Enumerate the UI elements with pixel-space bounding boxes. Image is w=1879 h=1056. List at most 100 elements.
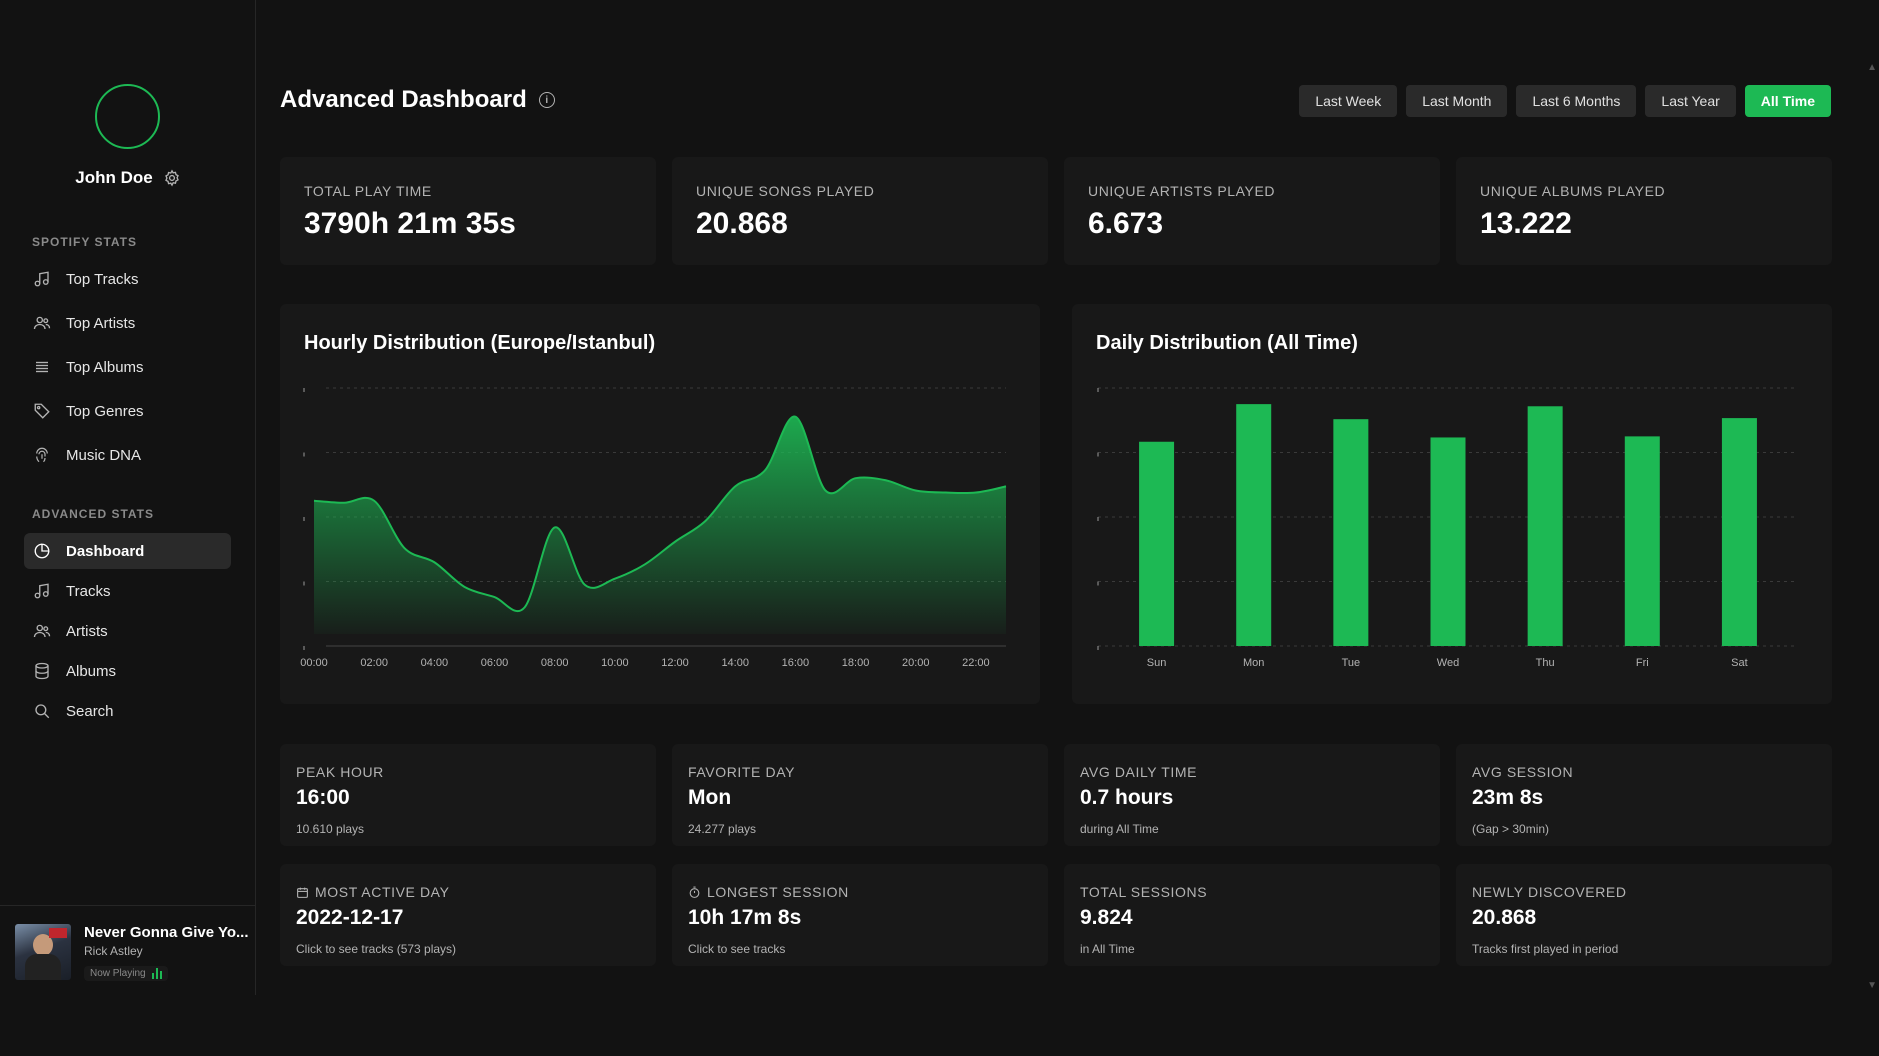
range-all-time-button[interactable]: All Time — [1744, 85, 1831, 117]
insight-label: AVG DAILY TIME — [1080, 764, 1197, 780]
x-tick-label: 14:00 — [721, 657, 749, 669]
hourly-area — [314, 416, 1006, 634]
calendar-icon — [297, 887, 308, 898]
equalizer-icon — [151, 968, 162, 979]
users-icon — [32, 621, 52, 641]
sidebar-item-label: Search — [66, 702, 114, 720]
insight-sub: Click to see tracks — [688, 942, 786, 956]
sidebar-item-search[interactable]: Search — [24, 693, 231, 729]
stat-label: TOTAL PLAY TIME — [304, 183, 432, 199]
hourly-distribution-card: Hourly Distribution (Europe/Istanbul) 00… — [280, 304, 1040, 704]
search-icon — [32, 701, 52, 721]
user-name: John Doe — [75, 168, 153, 187]
insight-most-active-day[interactable]: MOST ACTIVE DAY 2022-12-17 Click to see … — [280, 864, 656, 966]
sidebar-item-label: Top Albums — [66, 358, 144, 376]
daily-chart-title: Daily Distribution (All Time) — [1096, 332, 1358, 354]
stat-label: UNIQUE SONGS PLAYED — [696, 183, 875, 199]
insight-sub: Click to see tracks (573 plays) — [296, 942, 457, 956]
gear-icon[interactable] — [163, 169, 181, 187]
bar-sat — [1721, 418, 1757, 646]
range-last-6-months-button[interactable]: Last 6 Months — [1516, 85, 1637, 117]
insight-label-text: AVG DAILY TIME — [1080, 764, 1198, 780]
sidebar-item-label: Top Tracks — [66, 270, 139, 288]
sidebar-item-top-albums[interactable]: Top Albums — [24, 349, 231, 385]
stat-value: 6.673 — [1088, 207, 1164, 240]
sidebar-item-label: Albums — [66, 662, 117, 680]
insight-sub: in All Time — [1080, 942, 1135, 956]
section-label-advanced-stats: ADVANCED STATS — [32, 507, 154, 521]
insight-value: 0.7 hours — [1080, 786, 1174, 809]
album-art[interactable] — [15, 924, 71, 980]
sidebar-item-dashboard[interactable]: Dashboard — [24, 533, 231, 569]
now-playing-bar[interactable]: Never Gonna Give Yo... Rick Astley Now P… — [0, 905, 256, 995]
stat-card-unique-artists: UNIQUE ARTISTS PLAYED 6.673 — [1064, 157, 1440, 265]
x-tick-label: 12:00 — [661, 657, 689, 669]
x-tick-label: 16:00 — [782, 657, 810, 669]
sidebar-item-music-dna[interactable]: Music DNA — [24, 437, 231, 473]
sidebar-item-label: Music DNA — [66, 446, 142, 464]
x-tick-label: 08:00 — [541, 657, 569, 669]
stat-value: 3790h 21m 35s — [304, 207, 516, 240]
user-row: John Doe — [0, 168, 256, 188]
insight-avg-daily-time: AVG DAILY TIME 0.7 hours during All Time — [1064, 744, 1440, 846]
now-playing-title[interactable]: Never Gonna Give Yo... — [84, 924, 249, 941]
x-tick-label: 02:00 — [360, 657, 388, 669]
sidebar-item-label: Tracks — [66, 582, 111, 600]
sidebar-item-label: Dashboard — [66, 542, 145, 560]
sidebar-item-tracks[interactable]: Tracks — [24, 573, 231, 609]
range-last-week-button[interactable]: Last Week — [1299, 85, 1398, 117]
insight-label-text: AVG SESSION — [1472, 764, 1574, 780]
stat-card-unique-albums: UNIQUE ALBUMS PLAYED 13.222 — [1456, 157, 1832, 265]
insight-favorite-day: FAVORITE DAY Mon 24.277 plays — [672, 744, 1048, 846]
sidebar-item-top-artists[interactable]: Top Artists — [24, 305, 231, 341]
section-label-spotify-stats: SPOTIFY STATS — [32, 235, 138, 249]
x-tick-label: 04:00 — [421, 657, 449, 669]
daily-distribution-chart: Sun Mon Tue Wed Thu Fri Sat — [1097, 387, 1798, 669]
stat-card-total-play-time: TOTAL PLAY TIME 3790h 21m 35s — [280, 157, 656, 265]
insight-sub: Tracks first played in period — [1472, 942, 1619, 956]
sidebar-item-artists[interactable]: Artists — [24, 613, 231, 649]
x-tick-label: 10:00 — [601, 657, 629, 669]
pie-chart-icon — [32, 541, 52, 561]
insight-value: 20.868 — [1472, 906, 1537, 929]
page-title: Advanced Dashboard i — [280, 86, 555, 114]
now-playing-artist[interactable]: Rick Astley — [84, 944, 143, 958]
time-range-selector: Last Week Last Month Last 6 Months Last … — [1299, 85, 1831, 117]
sidebar-item-top-tracks[interactable]: Top Tracks — [24, 261, 231, 297]
insight-label-text: PEAK HOUR — [296, 764, 384, 780]
insight-longest-session[interactable]: LONGEST SESSION 10h 17m 8s Click to see … — [672, 864, 1048, 966]
range-last-month-button[interactable]: Last Month — [1406, 85, 1508, 117]
insight-sub: 24.277 plays — [688, 822, 757, 836]
info-icon[interactable]: i — [538, 92, 555, 108]
x-tick-label: Mon — [1243, 657, 1264, 669]
insight-peak-hour: PEAK HOUR 16:00 10.610 plays — [280, 744, 656, 846]
insight-label: TOTAL SESSIONS — [1080, 884, 1207, 900]
music-note-icon — [32, 581, 52, 601]
sidebar: John Doe SPOTIFY STATS Top Tracks Top Ar… — [0, 0, 256, 995]
insight-value: 9.824 — [1080, 906, 1133, 929]
insight-label: MOST ACTIVE DAY — [296, 884, 450, 900]
page-title-text: Advanced Dashboard — [280, 86, 527, 113]
insight-value: 10h 17m 8s — [688, 906, 802, 929]
avatar[interactable] — [95, 84, 160, 149]
x-tick-label: Sun — [1147, 657, 1167, 669]
x-tick-label: Sat — [1731, 657, 1748, 669]
x-tick-label: Thu — [1536, 657, 1555, 669]
bar-mon — [1236, 404, 1272, 646]
range-last-year-button[interactable]: Last Year — [1645, 85, 1736, 117]
hourly-line — [313, 415, 1007, 613]
sidebar-item-top-genres[interactable]: Top Genres — [24, 393, 231, 429]
x-tick-label: 20:00 — [902, 657, 930, 669]
hourly-distribution-chart: 00:00 02:00 04:00 06:00 08:00 10:00 12:00 14:00… — [300, 387, 1007, 669]
scroll-down-arrow[interactable]: ▼ — [1867, 980, 1877, 991]
insight-sub: 10.610 plays — [296, 822, 365, 836]
hourly-chart-title: Hourly Distribution (Europe/Istanbul) — [304, 332, 656, 354]
insight-label: NEWLY DISCOVERED — [1472, 884, 1627, 900]
now-playing-status: Now Playing — [84, 966, 168, 981]
scroll-up-arrow[interactable]: ▲ — [1867, 62, 1877, 73]
insight-value: 16:00 — [296, 786, 350, 809]
sidebar-item-label: Top Genres — [66, 402, 144, 420]
sidebar-item-albums[interactable]: Albums — [24, 653, 231, 689]
insight-label-text: LONGEST SESSION — [707, 884, 849, 900]
bar-thu — [1527, 406, 1563, 646]
